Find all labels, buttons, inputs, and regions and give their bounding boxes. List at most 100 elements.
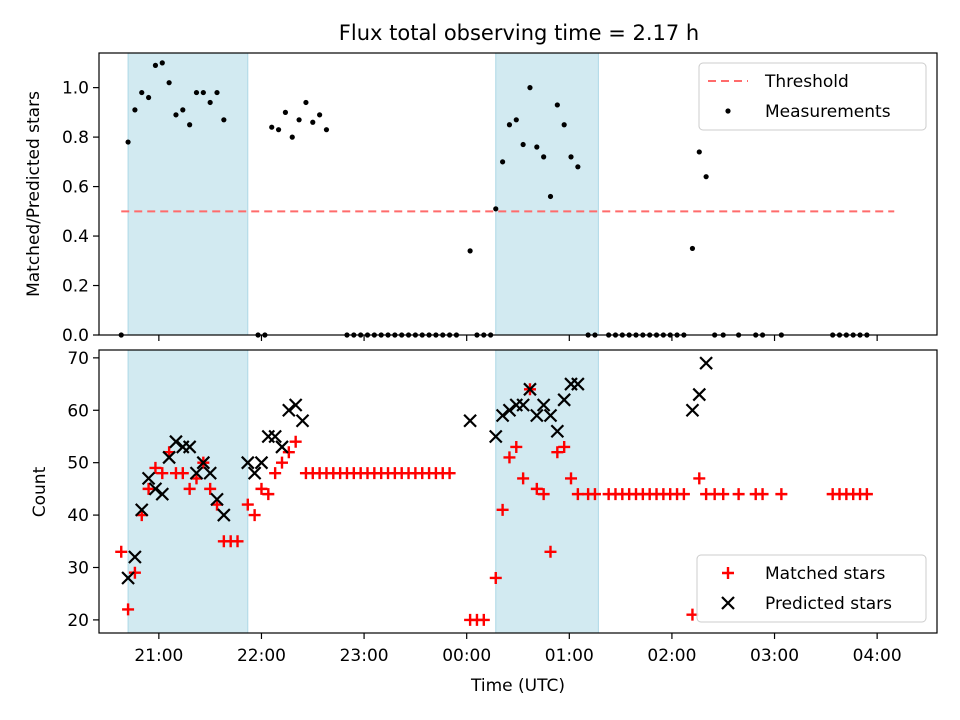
matched-star-point <box>530 482 543 495</box>
matched-star-point <box>537 488 550 501</box>
predicted-star-point <box>699 356 713 370</box>
predicted-star-point <box>288 398 303 412</box>
predicted-star-point <box>169 434 183 449</box>
bottom-legend-box <box>696 554 927 623</box>
y-tick-label: 60 <box>67 401 89 421</box>
bottom-y-axis: 20 30 40 50 60 70 <box>67 349 99 631</box>
top-legend: Threshold Measurements <box>698 62 927 131</box>
predicted-star-point <box>217 508 231 522</box>
measurement-point <box>703 174 709 180</box>
predicted-star-point <box>134 503 149 517</box>
predicted-star-point <box>241 455 255 470</box>
predicted-star-point <box>543 408 558 423</box>
predicted-star-point <box>141 471 156 486</box>
matched-star-point <box>693 472 706 485</box>
predicted-star-point <box>530 408 544 423</box>
matched-star-points <box>115 383 873 626</box>
predicted-star-point <box>268 429 282 444</box>
predicted-star-point <box>162 450 176 465</box>
predicted-star-point <box>502 403 517 418</box>
matched-star-point <box>503 451 516 464</box>
threshold-legend-label: Threshold <box>764 72 849 92</box>
measurement-point <box>187 122 193 128</box>
measurement-point <box>125 139 131 145</box>
predicted-star-point <box>295 413 310 428</box>
matched-star-point <box>149 461 162 474</box>
matched-star-point <box>686 608 699 621</box>
measurement-point <box>193 89 200 96</box>
predicted-star-point <box>247 466 262 480</box>
x-axis-label: Time (UTC) <box>470 676 565 696</box>
measurement-point <box>310 119 316 125</box>
predicted-legend-swatch <box>721 596 735 610</box>
matched-star-point <box>443 467 456 480</box>
measurement-point <box>467 248 473 254</box>
measurement-point <box>575 164 581 170</box>
matched-star-point <box>176 467 189 480</box>
top-x-ticks <box>158 335 878 341</box>
matched-star-point <box>517 472 530 485</box>
measurement-point <box>221 117 227 123</box>
matched-legend-label: Matched stars <box>765 564 885 584</box>
measurement-point <box>527 85 533 91</box>
measurement-point <box>534 144 540 150</box>
y-tick-label: 20 <box>67 611 89 631</box>
predicted-star-point <box>196 455 211 470</box>
matched-star-point <box>115 545 128 558</box>
bottom-plot-frame <box>98 349 938 634</box>
x-tick-label: 04:00 <box>853 646 902 666</box>
measurement-point <box>696 149 702 155</box>
matched-star-point <box>551 446 564 459</box>
x-tick-label: 02:00 <box>647 646 696 666</box>
measurement-point <box>145 94 152 101</box>
measurement-point <box>323 127 330 133</box>
predicted-star-point <box>203 466 217 480</box>
predicted-star-point <box>261 429 276 444</box>
bottom-x-axis: 21:00 22:00 23:00 00:00 01:00 02:00 03:00 04:00 <box>134 633 902 666</box>
top-y-axis-label: Matched/Predicted stars <box>24 91 44 297</box>
matched-star-point <box>860 488 873 501</box>
bottom-panel: 20 30 40 50 60 70 21:00 22:00 23:00 00:00 01:00 02… <box>30 349 938 696</box>
matched-star-point <box>489 571 502 584</box>
measurement-point <box>152 62 159 68</box>
measurement-point <box>207 99 213 106</box>
matched-star-point <box>128 566 141 579</box>
measurement-point <box>561 122 567 128</box>
predicted-star-point <box>121 571 135 585</box>
predicted-star-point <box>189 466 204 480</box>
measurement-point <box>289 134 295 140</box>
matched-star-point <box>732 488 745 501</box>
predicted-star-point <box>182 440 197 454</box>
matched-star-point <box>477 613 490 626</box>
top-legend-box <box>698 62 927 131</box>
measurement-point <box>554 102 560 108</box>
predicted-star-point <box>523 382 537 397</box>
measurement-point <box>493 206 499 212</box>
measurement-point <box>541 154 547 160</box>
y-tick-label: 0.8 <box>62 128 89 148</box>
matched-star-point <box>677 488 690 501</box>
x-tick-label: 01:00 <box>545 646 594 666</box>
matched-star-point <box>565 472 578 485</box>
matched-star-point <box>231 535 244 548</box>
x-tick-label: 00:00 <box>442 646 491 666</box>
measurement-point <box>520 141 526 148</box>
measurement-point <box>506 122 513 128</box>
shaded-interval <box>495 52 599 336</box>
matched-star-point <box>510 440 523 453</box>
y-tick-label: 0.4 <box>62 227 89 247</box>
measurement-point <box>296 117 302 123</box>
predicted-star-point <box>495 408 510 423</box>
measurement-point <box>214 89 220 96</box>
predicted-star-points <box>121 356 713 585</box>
measurement-point <box>200 89 206 96</box>
predicted-star-point <box>155 487 170 501</box>
y-tick-label: 0.2 <box>62 277 89 297</box>
measurement-points <box>118 60 870 338</box>
matched-star-point <box>262 488 275 501</box>
predicted-star-point <box>550 424 565 439</box>
predicted-star-point <box>571 377 585 391</box>
bottom-legend: Matched stars Predicted stars <box>696 554 927 623</box>
predicted-star-point <box>275 440 289 454</box>
measurement-point <box>180 107 186 113</box>
